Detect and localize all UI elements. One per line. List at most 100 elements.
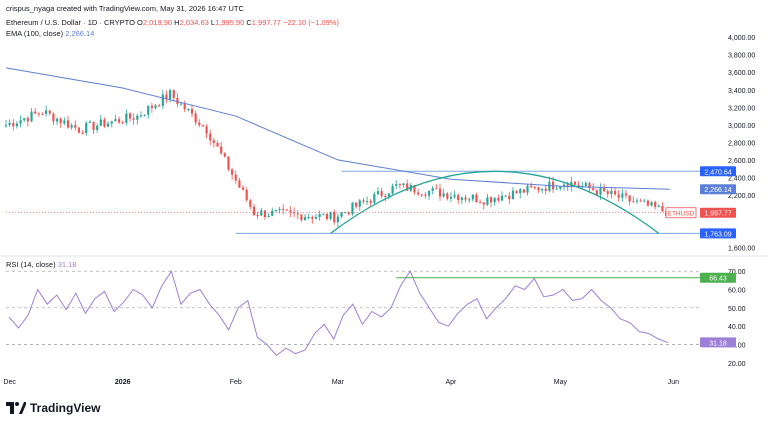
candle-body [238,180,241,188]
candle-body [413,184,416,193]
time-axis-tick: Jun [668,379,679,386]
candle-body [231,169,234,175]
price-axis-tick: 4,000.00 [728,35,755,42]
candle-body [267,215,270,218]
price-axis-tick: 2,800.00 [728,140,755,147]
candle-body [66,120,70,128]
candle-body [482,202,485,205]
candle-body [427,190,431,196]
candle-body [584,183,587,186]
candle-body [37,113,40,115]
candle-body [289,210,292,212]
candle-body [588,183,591,189]
candle-body [282,209,285,211]
candle-body [526,185,529,193]
candle-body [511,190,515,200]
candle-body [417,192,420,195]
candle-body [128,113,132,119]
ohlc-change: −22.10 (−1.09%) [283,18,339,27]
candle-body [599,187,602,195]
candle-body [654,202,657,207]
candle-body [468,199,471,201]
rsi-header[interactable]: RSI (14, close) 31.18 [6,260,76,269]
candle-body [154,105,157,108]
candle-body [296,213,299,215]
candle-body [74,125,77,128]
price-axis-tick: 2,600.00 [728,158,755,165]
ohlc-close: 1,997.77 [251,18,281,27]
candle-body [340,212,343,217]
candle-body [136,115,139,120]
candle-body [333,211,336,223]
candle-body [398,184,401,186]
candle-body [595,190,598,195]
ohlc-low: 1,995.90 [215,18,245,27]
candle-body [216,142,219,147]
candle-body [322,213,325,215]
symbol-line: Ethereum / U.S. Dollar · 1D · CRYPTO [6,18,135,27]
level-badge: 2,470.64 [704,169,731,176]
candle-body [169,90,172,100]
candle-body [183,103,186,110]
candle-body [457,195,460,201]
candle-body [493,198,496,203]
candle-body [643,200,646,202]
candle-body [249,200,252,207]
candle-body [603,187,606,192]
rsi-axis-tick: 60.00 [728,288,746,295]
candle-body [19,120,22,124]
candle-body [355,202,358,207]
candle-body [143,114,146,116]
candle-body [329,211,332,219]
candle-body [165,94,168,100]
candle-body [420,194,423,196]
candle-body [278,209,281,211]
candle-body [362,200,365,202]
candle-body [234,174,237,181]
symbol-badge-bg [665,207,697,219]
ohlc-low-label: L [210,18,216,27]
candle-body [190,108,194,114]
candle-body [646,200,649,206]
candle-body [577,184,580,187]
price-axis-tick: 3,400.00 [728,88,755,95]
ohlc-open-label: O [137,18,143,27]
candle-body [30,111,33,122]
candle-body [541,188,544,191]
ema-value: 2,266.14 [65,29,95,38]
rsi-label: RSI (14, close) [6,260,56,269]
candle-body [519,189,522,194]
candle-body [650,202,653,206]
price-badge: 1,997.77 [704,211,731,218]
candle-body [475,194,478,203]
ohlc-high-label: H [174,18,180,27]
tradingview-logo-text: TradingView [30,401,101,415]
candle-body [431,188,434,191]
candle-body [639,200,642,202]
candle-body [471,194,474,200]
candle-body [318,214,321,218]
candle-body [179,103,183,105]
rsi-axis-tick: 50.00 [728,306,746,313]
candle-body [617,194,620,198]
ohlc-open: 2,019.90 [142,18,173,27]
tradingview-logo[interactable]: TradingView [6,401,100,415]
candle-body [26,118,29,122]
candle-body [285,209,288,211]
candle-body [548,181,551,191]
candle-body [497,198,500,201]
price-axis-tick: 2,200.00 [728,193,755,200]
rsi-axis-tick: 40.00 [728,324,746,331]
candle-body [125,113,128,123]
candle-body [500,195,504,201]
price-axis-tick: 3,800.00 [728,53,755,60]
candle-body [489,197,493,203]
candle-body [661,205,664,212]
candle-body [376,191,380,194]
candle-body [103,119,106,127]
candle-body [391,185,394,194]
candle-body [300,214,303,221]
ema-header[interactable]: EMA (100, close) 2,266.14 [6,29,94,38]
candle-body [85,122,88,134]
